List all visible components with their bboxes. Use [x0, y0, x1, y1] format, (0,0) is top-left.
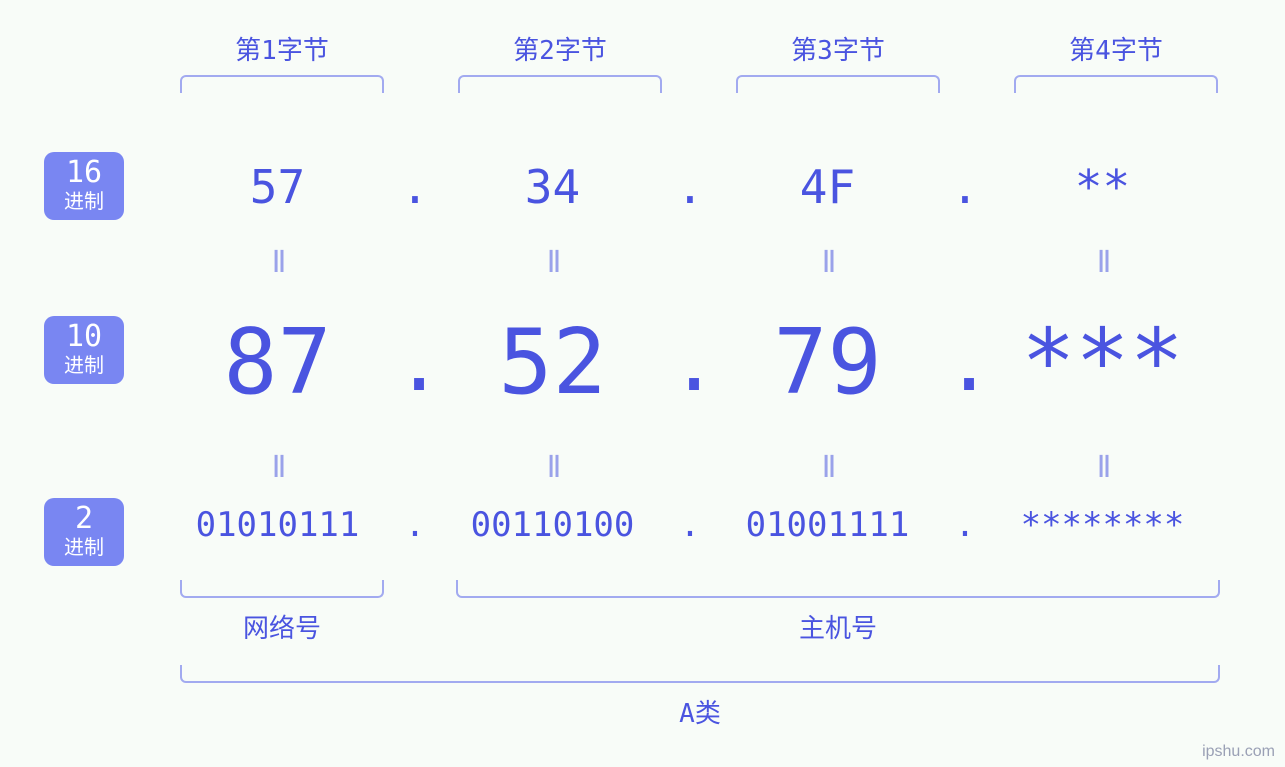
equals-icon: ǁ	[710, 245, 945, 280]
dot-icon: .	[395, 316, 435, 409]
bin-byte-1: 01010111	[160, 505, 395, 545]
radix-txt: 进制	[44, 354, 124, 376]
dot-icon: .	[945, 505, 985, 545]
dec-byte-4: ***	[985, 310, 1220, 415]
dot-icon: .	[670, 505, 710, 545]
equals-icon: ǁ	[985, 245, 1220, 280]
class-label: A类	[180, 693, 1220, 730]
hex-byte-1: 57	[160, 160, 395, 214]
byte-bracket-1: 第1字节	[180, 30, 384, 93]
network-id-bracket: 网络号	[180, 580, 384, 645]
dot-icon: .	[670, 316, 710, 409]
radix-num: 10	[44, 322, 124, 352]
host-id-bracket: 主机号	[456, 580, 1220, 645]
bin-row: 01010111 . 00110100 . 01001111 . *******…	[160, 505, 1220, 545]
dec-row: 87 . 52 . 79 . ***	[160, 310, 1220, 415]
bracket-shape	[1014, 75, 1218, 93]
radix-badge-hex: 16 进制	[44, 152, 124, 220]
dot-icon: .	[395, 505, 435, 545]
byte-bracket-3: 第3字节	[736, 30, 940, 93]
equals-icon: ǁ	[710, 450, 945, 485]
dot-icon: .	[945, 316, 985, 409]
radix-num: 16	[44, 158, 124, 188]
dec-byte-1: 87	[160, 310, 395, 415]
bin-byte-3: 01001111	[710, 505, 945, 545]
hex-row: 57 . 34 . 4F . **	[160, 160, 1220, 214]
equals-row-hex-dec: ǁ ǁ ǁ ǁ	[160, 245, 1220, 280]
radix-badge-bin: 2 进制	[44, 498, 124, 566]
ip-address-diagram: { "colors": { "background": "#f8fcf8", "…	[0, 0, 1285, 767]
hex-byte-4: **	[985, 160, 1220, 214]
network-id-label: 网络号	[180, 608, 384, 645]
dec-byte-2: 52	[435, 310, 670, 415]
bracket-shape	[180, 580, 384, 598]
equals-icon: ǁ	[160, 450, 395, 485]
host-id-label: 主机号	[456, 608, 1220, 645]
hex-byte-3: 4F	[710, 160, 945, 214]
equals-icon: ǁ	[435, 245, 670, 280]
dot-icon: .	[945, 160, 985, 214]
byte-label-4: 第4字节	[1014, 30, 1218, 67]
dec-byte-3: 79	[710, 310, 945, 415]
equals-row-dec-bin: ǁ ǁ ǁ ǁ	[160, 450, 1220, 485]
byte-label-2: 第2字节	[458, 30, 662, 67]
radix-num: 2	[44, 504, 124, 534]
bracket-shape	[736, 75, 940, 93]
bracket-shape	[180, 75, 384, 93]
radix-badge-dec: 10 进制	[44, 316, 124, 384]
bin-byte-2: 00110100	[435, 505, 670, 545]
equals-icon: ǁ	[435, 450, 670, 485]
byte-label-1: 第1字节	[180, 30, 384, 67]
equals-icon: ǁ	[160, 245, 395, 280]
radix-txt: 进制	[44, 190, 124, 212]
equals-icon: ǁ	[985, 450, 1220, 485]
dot-icon: .	[395, 160, 435, 214]
bracket-shape	[456, 580, 1220, 598]
radix-txt: 进制	[44, 536, 124, 558]
bin-byte-4: ********	[985, 505, 1220, 545]
bracket-shape	[180, 665, 1220, 683]
watermark: ipshu.com	[1202, 743, 1275, 761]
bracket-shape	[458, 75, 662, 93]
class-bracket: A类	[180, 665, 1220, 730]
byte-bracket-2: 第2字节	[458, 30, 662, 93]
dot-icon: .	[670, 160, 710, 214]
hex-byte-2: 34	[435, 160, 670, 214]
byte-label-3: 第3字节	[736, 30, 940, 67]
byte-bracket-4: 第4字节	[1014, 30, 1218, 93]
